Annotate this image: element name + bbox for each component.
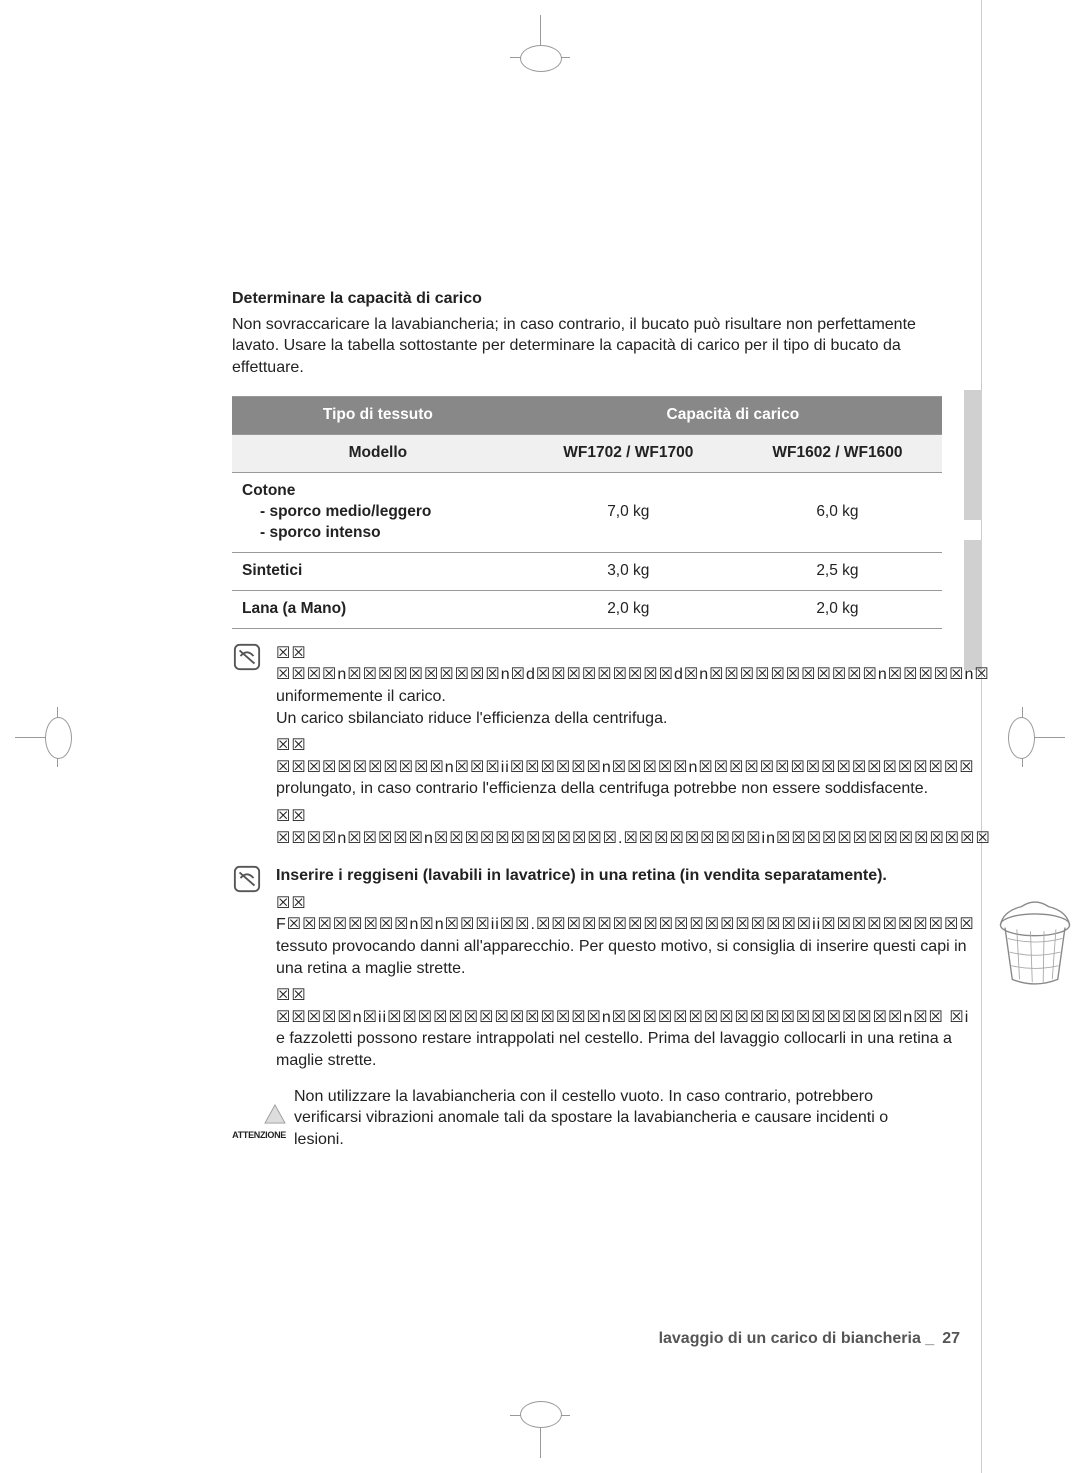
- note-icon: [232, 643, 262, 849]
- note-block-1: ☒☒ ☒☒☒☒n☒☒☒☒☒☒☒☒☒☒n☒d☒☒☒☒☒☒☒☒☒d☒n☒☒☒☒☒☒☒…: [232, 643, 942, 849]
- crop-mark-top: [520, 15, 560, 70]
- row-sub: - sporco intenso: [242, 523, 514, 544]
- crop-mark-left: [15, 717, 70, 757]
- page-content: Determinare la capacità di carico Non so…: [232, 288, 942, 1150]
- th-model: Modello: [232, 435, 524, 473]
- row-label: Cotone: [242, 482, 295, 499]
- cell-value: 7,0 kg: [524, 473, 733, 553]
- section-heading: Determinare la capacità di carico: [232, 288, 942, 310]
- warning-triangle-icon: [264, 1104, 286, 1124]
- warning-text: Non utilizzare la lavabiancheria con il …: [294, 1086, 942, 1151]
- note-line: tessuto provocando danni all'apparecchio…: [276, 936, 975, 979]
- cell-value: 2,0 kg: [524, 590, 733, 628]
- note-line: e fazzoletti possono restare intrappolat…: [276, 1028, 975, 1071]
- warning-label-text: ATTENZIONE: [232, 1129, 286, 1141]
- garbled-text: ☒☒ ☒☒☒☒☒☒☒☒☒☒☒n☒☒☒ii☒☒☒☒☒☒n☒☒☒☒☒n☒☒☒☒☒☒☒…: [276, 735, 991, 778]
- note-icon: [232, 865, 262, 1071]
- footer-text: lavaggio di un carico di biancheria _: [659, 1330, 935, 1347]
- cell-value: 3,0 kg: [524, 552, 733, 590]
- th-model-a: WF1702 / WF1700: [524, 435, 733, 473]
- laundry-basket-icon: [985, 893, 1080, 1072]
- note-line: Un carico sbilanciato riduce l'efficienz…: [276, 708, 991, 730]
- note-line: uniformemente il carico.: [276, 686, 991, 708]
- note-line: prolungato, in caso contrario l'efficien…: [276, 778, 991, 800]
- garbled-text: ☒☒ ☒☒☒☒n☒☒☒☒☒n☒☒☒☒☒☒☒☒☒☒☒☒.☒☒☒☒☒☒☒☒☒in☒☒…: [276, 806, 991, 849]
- row-label: Sintetici: [232, 552, 524, 590]
- crop-mark-bottom: [520, 1403, 560, 1458]
- table-row: Sintetici 3,0 kg 2,5 kg: [232, 552, 942, 590]
- garbled-text: ☒☒ ☒☒☒☒☒n☒ii☒☒☒☒☒☒☒☒☒☒☒☒☒☒n☒☒☒☒☒☒☒☒☒☒☒☒☒…: [276, 985, 975, 1028]
- th-fabric: Tipo di tessuto: [232, 397, 524, 435]
- th-capacity: Capacità di carico: [524, 397, 942, 435]
- garbled-text: ☒☒ F☒☒☒☒☒☒☒☒n☒n☒☒☒ii☒☒.☒☒☒☒☒☒☒☒☒☒☒☒☒☒☒☒☒…: [276, 893, 975, 936]
- note-block-2: Inserire i reggiseni (lavabili in lavatr…: [232, 865, 942, 1071]
- warning-block: ATTENZIONE Non utilizzare la lavabianche…: [232, 1086, 942, 1151]
- cell-value: 2,0 kg: [733, 590, 942, 628]
- garbled-text: ☒☒ ☒☒☒☒n☒☒☒☒☒☒☒☒☒☒n☒d☒☒☒☒☒☒☒☒☒d☒n☒☒☒☒☒☒☒…: [276, 643, 991, 686]
- intro-paragraph: Non sovraccaricare la lavabiancheria; in…: [232, 314, 942, 379]
- row-sub: - sporco medio/leggero: [242, 502, 514, 523]
- cell-value: 2,5 kg: [733, 552, 942, 590]
- page-footer: lavaggio di un carico di biancheria _ 27: [659, 1330, 960, 1348]
- note-heading: Inserire i reggiseni (lavabili in lavatr…: [276, 865, 1080, 887]
- side-tab-1: [964, 390, 982, 520]
- page-number: 27: [942, 1330, 960, 1347]
- warning-label: ATTENZIONE: [232, 1086, 286, 1141]
- table-row: Lana (a Mano) 2,0 kg 2,0 kg: [232, 590, 942, 628]
- row-label: Lana (a Mano): [232, 590, 524, 628]
- crop-mark-right: [1010, 717, 1065, 757]
- th-model-b: WF1602 / WF1600: [733, 435, 942, 473]
- capacity-table: Tipo di tessuto Capacità di carico Model…: [232, 396, 942, 628]
- cell-value: 6,0 kg: [733, 473, 942, 553]
- table-row: Cotone - sporco medio/leggero - sporco i…: [232, 473, 942, 553]
